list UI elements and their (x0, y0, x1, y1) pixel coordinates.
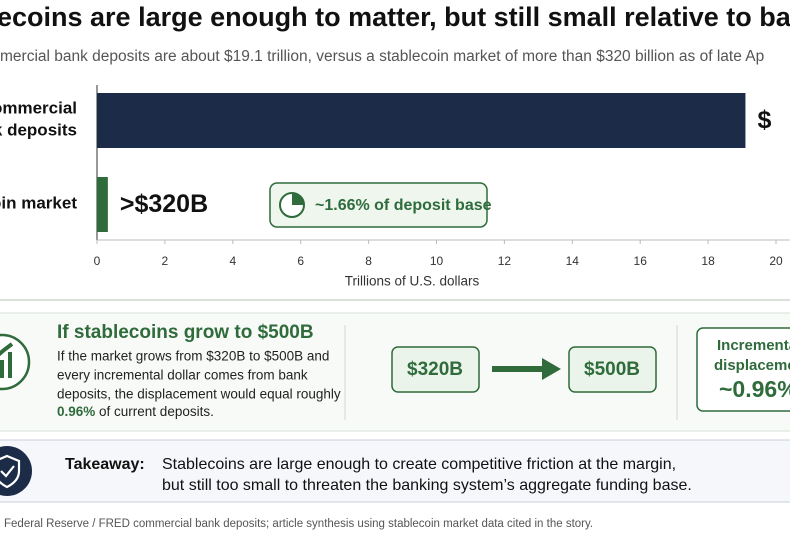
subtitle: mercial bank deposits are about $19.1 tr… (0, 48, 764, 65)
bar (97, 177, 108, 232)
category-line: oin market (0, 194, 77, 213)
growth-icon-bars (0, 342, 14, 378)
result-value: ~0.96% (719, 376, 790, 402)
takeaway-label: Takeaway: (65, 456, 145, 473)
category-line: commercial (0, 99, 77, 118)
takeaway-text: Stablecoins are large enough to create c… (162, 456, 676, 473)
category-label: commercial k deposits (0, 99, 77, 140)
takeaway-text: but still too small to threaten the bank… (162, 477, 692, 494)
bar (97, 93, 746, 148)
x-tick-label: 20 (769, 254, 783, 268)
value-label: $ (757, 106, 771, 134)
x-tick-label: 2 (162, 254, 169, 268)
scenario-text-end: 0.96% of current deposits. (57, 404, 214, 419)
scenario-text: deposits, the displacement would equal r… (57, 387, 341, 402)
scenario-text: If the market grows from $320B to $500B … (57, 349, 329, 364)
highlight: 0.96% (57, 404, 95, 419)
result-label: displacemen (714, 357, 790, 374)
to-box (568, 346, 657, 393)
source: Federal Reserve / FRED commercial bank d… (4, 518, 593, 530)
from-box (391, 346, 480, 393)
from-value: $320B (407, 359, 463, 380)
shield-icon (0, 446, 32, 496)
scenario-text: of current deposits. (95, 404, 214, 419)
scenario-title: If stablecoins grow to $500B (57, 322, 314, 343)
x-tick-label: 12 (498, 254, 512, 268)
category-line: k deposits (0, 121, 77, 140)
title: ecoins are large enough to matter, but s… (0, 2, 790, 32)
scenario-text: every incremental dollar comes from bank (57, 368, 308, 383)
x-tick-label: 6 (297, 254, 304, 268)
value-label: >$320B (120, 190, 208, 218)
annotation: ~1.66% of deposit base (315, 197, 492, 214)
x-tick-label: 0 (94, 254, 101, 268)
to-value: $500B (584, 359, 640, 380)
takeaway-panel (0, 439, 790, 503)
arrow-head (542, 358, 561, 380)
x-tick-label: 4 (229, 254, 236, 268)
x-tick-label: 14 (566, 254, 580, 268)
x-axis-title: Trillions of U.S. dollars (345, 274, 480, 289)
x-tick-label: 18 (701, 254, 715, 268)
x-tick-label: 10 (430, 254, 444, 268)
result-label: Incrementa (717, 337, 790, 354)
x-tick-label: 16 (634, 254, 648, 268)
result-box (696, 327, 790, 412)
category-label: oin market (0, 194, 77, 213)
shield-icon-mark (0, 454, 21, 489)
x-tick-label: 8 (365, 254, 372, 268)
pie-icon-slice (292, 193, 304, 205)
annotation-box (269, 182, 488, 228)
